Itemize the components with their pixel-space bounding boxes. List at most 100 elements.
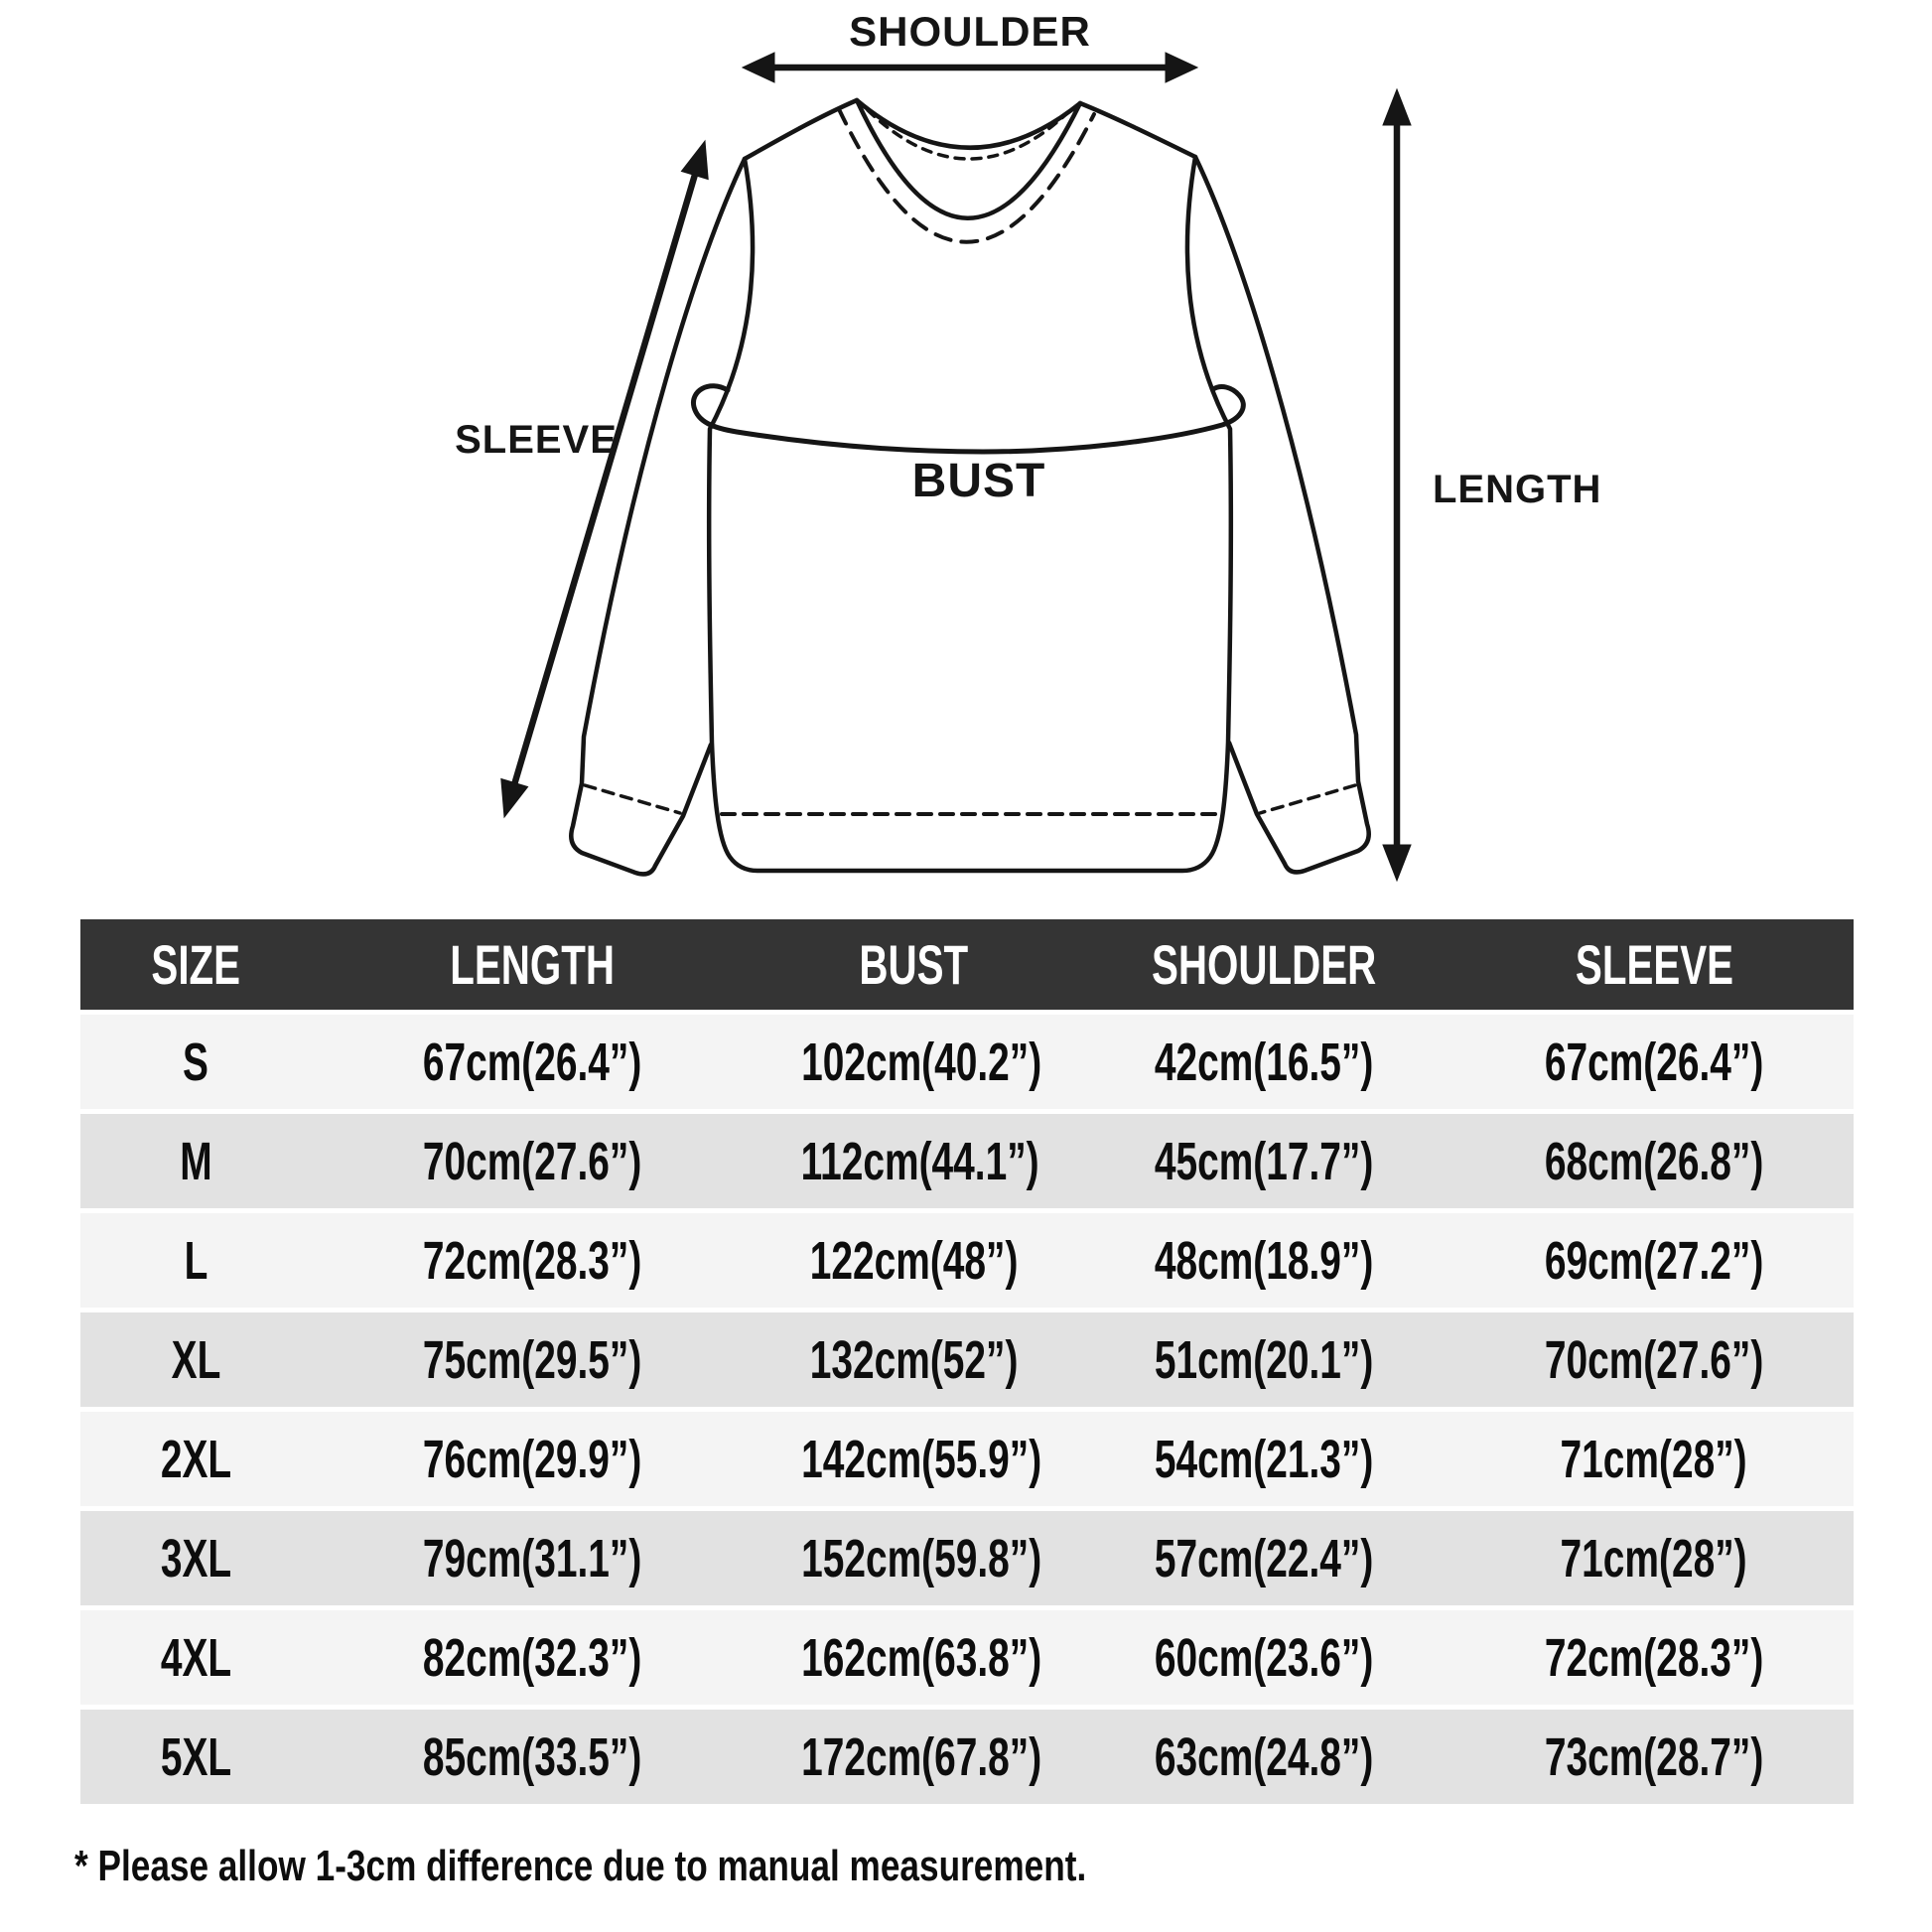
cell-length: 79cm(31.1”) (311, 1511, 755, 1605)
header-row: SIZE LENGTH BUST SHOULDER SLEEVE (80, 919, 1854, 1010)
cell-length-text: 67cm(26.4”) (423, 1032, 642, 1092)
cell-length-text: 85cm(33.5”) (423, 1726, 642, 1787)
table-row: 4XL 82cm(32.3”) 162cm(63.8”) 60cm(23.6”) 72c… (80, 1610, 1854, 1705)
header-bust-text: BUST (859, 933, 969, 996)
header-length-text: LENGTH (450, 933, 616, 996)
cell-bust-text: 162cm(63.8”) (800, 1627, 1041, 1688)
cell-shoulder: 51cm(20.1”) (1073, 1312, 1455, 1407)
cell-shoulder-text: 57cm(22.4”) (1154, 1528, 1374, 1588)
right-cuff-dashed-line (1258, 783, 1357, 815)
cell-sleeve-text: 72cm(28.3”) (1544, 1627, 1764, 1688)
cell-sleeve-text: 69cm(27.2”) (1544, 1230, 1764, 1291)
cell-length: 82cm(32.3”) (311, 1610, 755, 1705)
cell-bust: 152cm(59.8”) (754, 1511, 1074, 1605)
arrowhead-up-icon (680, 139, 709, 181)
table-row: L 72cm(28.3”) 122cm(48”) 48cm(18.9”) 69cm(27… (80, 1213, 1854, 1308)
cell-shoulder-text: 60cm(23.6”) (1154, 1627, 1374, 1688)
cell-shoulder-text: 63cm(24.8”) (1154, 1726, 1374, 1787)
cell-sleeve-text: 73cm(28.7”) (1544, 1726, 1764, 1787)
cell-size-text: 3XL (160, 1528, 231, 1588)
cell-length: 72cm(28.3”) (311, 1213, 755, 1308)
arrowhead-right-icon (1165, 52, 1199, 83)
table-row: S 67cm(26.4”) 102cm(40.2”) 42cm(16.5”) 67cm(… (80, 1015, 1854, 1109)
arrowhead-bottom-icon (1382, 844, 1412, 883)
cell-bust: 142cm(55.9”) (754, 1412, 1074, 1506)
cell-sleeve: 69cm(27.2”) (1454, 1213, 1854, 1308)
cell-shoulder-text: 48cm(18.9”) (1154, 1230, 1374, 1291)
cell-sleeve-text: 71cm(28”) (1561, 1528, 1748, 1588)
length-label: LENGTH (1433, 468, 1601, 511)
sweatshirt-left-sleeve-outline (569, 97, 860, 877)
left-cuff-dashed-line (583, 783, 682, 815)
cell-size-text: S (183, 1032, 209, 1092)
cell-shoulder: 63cm(24.8”) (1073, 1710, 1455, 1804)
cell-size-text: XL (171, 1329, 220, 1390)
header-bust: BUST (754, 919, 1074, 1010)
cell-sleeve: 68cm(26.8”) (1454, 1114, 1854, 1208)
cell-length-text: 79cm(31.1”) (423, 1528, 642, 1588)
cell-bust-text: 112cm(44.1”) (800, 1131, 1039, 1191)
bust-measure-curve (691, 383, 1246, 455)
garment-measurement-diagram: SHOULDER SLEEVE BUST LENGTH (0, 0, 1932, 923)
size-table-header: SIZE LENGTH BUST SHOULDER SLEEVE (80, 919, 1854, 1010)
cell-shoulder-text: 54cm(21.3”) (1154, 1429, 1374, 1489)
cell-length-text: 82cm(32.3”) (423, 1627, 642, 1688)
table-row: 3XL 79cm(31.1”) 152cm(59.8”) 57cm(22.4”) 71c… (80, 1511, 1854, 1605)
cell-sleeve-text: 67cm(26.4”) (1544, 1032, 1764, 1092)
cell-shoulder-text: 45cm(17.7”) (1154, 1131, 1374, 1191)
cell-bust-text: 102cm(40.2”) (800, 1032, 1041, 1092)
cell-sleeve-text: 70cm(27.6”) (1544, 1329, 1764, 1390)
cell-shoulder: 57cm(22.4”) (1073, 1511, 1455, 1605)
cell-size-text: 2XL (160, 1429, 231, 1489)
cell-bust: 112cm(44.1”) (754, 1114, 1074, 1208)
cell-length: 85cm(33.5”) (311, 1710, 755, 1804)
sweatshirt-right-sleeve-outline (1077, 100, 1371, 875)
cell-length: 67cm(26.4”) (311, 1015, 755, 1109)
header-shoulder-text: SHOULDER (1152, 933, 1377, 996)
collar-outer-dashed-line (837, 107, 1096, 244)
cell-size-text: 5XL (160, 1726, 231, 1787)
cell-sleeve: 71cm(28”) (1454, 1412, 1854, 1506)
shoulder-label: SHOULDER (849, 8, 1091, 55)
collar-inner-dashed-line (866, 108, 1070, 161)
cell-shoulder: 60cm(23.6”) (1073, 1610, 1455, 1705)
cell-size-text: 4XL (160, 1627, 231, 1688)
cell-shoulder: 42cm(16.5”) (1073, 1015, 1455, 1109)
table-row: M 70cm(27.6”) 112cm(44.1”) 45cm(17.7”) 68cm(… (80, 1114, 1854, 1208)
cell-shoulder: 54cm(21.3”) (1073, 1412, 1455, 1506)
cell-bust-text: 142cm(55.9”) (800, 1429, 1041, 1489)
table-row: 5XL 85cm(33.5”) 172cm(67.8”) 63cm(24.8”) 73c… (80, 1710, 1854, 1804)
cell-bust: 102cm(40.2”) (754, 1015, 1074, 1109)
cell-length-text: 76cm(29.9”) (423, 1429, 642, 1489)
cell-size-text: M (179, 1131, 212, 1191)
sweatshirt-body-outline (706, 154, 1234, 874)
cell-bust: 132cm(52”) (754, 1312, 1074, 1407)
sweatshirt-front-neck-line (854, 97, 1083, 220)
cell-length-text: 72cm(28.3”) (423, 1230, 642, 1291)
cell-size-text: L (184, 1230, 207, 1291)
cell-size: 5XL (80, 1710, 312, 1804)
length-arrow (1382, 87, 1412, 883)
cell-sleeve: 72cm(28.3”) (1454, 1610, 1854, 1705)
cell-shoulder: 48cm(18.9”) (1073, 1213, 1455, 1308)
cell-bust: 122cm(48”) (754, 1213, 1074, 1308)
header-length: LENGTH (311, 919, 755, 1010)
cell-length: 75cm(29.5”) (311, 1312, 755, 1407)
cell-bust-text: 172cm(67.8”) (800, 1726, 1041, 1787)
cell-sleeve-text: 68cm(26.8”) (1544, 1131, 1764, 1191)
header-size-text: SIZE (151, 933, 240, 996)
size-table: SIZE LENGTH BUST SHOULDER SLEEVE S 67cm(2… (80, 914, 1854, 1809)
cell-bust: 162cm(63.8”) (754, 1610, 1074, 1705)
cell-sleeve: 70cm(27.6”) (1454, 1312, 1854, 1407)
table-row: XL 75cm(29.5”) 132cm(52”) 51cm(20.1”) 70cm(2… (80, 1312, 1854, 1407)
cell-size: 2XL (80, 1412, 312, 1506)
cell-size: M (80, 1114, 312, 1208)
measurement-disclaimer-text: * Please allow 1-3cm difference due to m… (74, 1842, 1087, 1890)
cell-length: 76cm(29.9”) (311, 1412, 755, 1506)
cell-length-text: 70cm(27.6”) (423, 1131, 642, 1191)
measurement-disclaimer: * Please allow 1-3cm difference due to m… (74, 1842, 1339, 1890)
arrowhead-top-icon (1382, 87, 1412, 126)
arrowhead-down-icon (500, 777, 529, 819)
cell-sleeve: 67cm(26.4”) (1454, 1015, 1854, 1109)
arrowhead-left-icon (741, 52, 775, 83)
